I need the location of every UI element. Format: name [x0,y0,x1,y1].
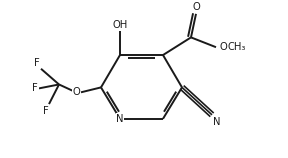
Text: N: N [116,114,124,124]
Text: N: N [213,117,221,127]
Text: O: O [219,42,227,52]
Text: O: O [72,87,80,97]
Text: CH₃: CH₃ [227,42,245,52]
Text: F: F [43,106,49,116]
Text: F: F [34,58,40,68]
Text: O: O [192,2,200,12]
Text: OH: OH [112,20,128,30]
Text: F: F [32,83,38,93]
